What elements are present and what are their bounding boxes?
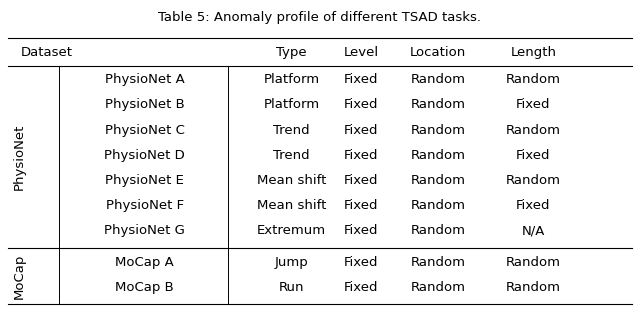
Text: PhysioNet A: PhysioNet A <box>105 73 184 86</box>
Text: Mean shift: Mean shift <box>257 174 326 187</box>
Text: Random: Random <box>506 73 561 86</box>
Text: Fixed: Fixed <box>344 174 379 187</box>
Text: Type: Type <box>276 46 307 59</box>
Text: Random: Random <box>410 99 465 111</box>
Text: Fixed: Fixed <box>516 149 550 162</box>
Text: Extremum: Extremum <box>257 224 326 237</box>
Text: MoCap: MoCap <box>13 253 26 299</box>
Text: Jump: Jump <box>275 256 308 269</box>
Text: Trend: Trend <box>273 124 310 137</box>
Text: Table 5: Anomaly profile of different TSAD tasks.: Table 5: Anomaly profile of different TS… <box>159 11 481 24</box>
Text: Mean shift: Mean shift <box>257 199 326 212</box>
Text: Random: Random <box>410 149 465 162</box>
Text: Platform: Platform <box>263 73 319 86</box>
Text: PhysioNet B: PhysioNet B <box>105 99 184 111</box>
Text: PhysioNet C: PhysioNet C <box>105 124 185 137</box>
Text: Fixed: Fixed <box>344 99 379 111</box>
Text: Platform: Platform <box>263 99 319 111</box>
Text: Fixed: Fixed <box>344 256 379 269</box>
Text: Length: Length <box>511 46 556 59</box>
Text: Level: Level <box>344 46 379 59</box>
Text: Fixed: Fixed <box>344 224 379 237</box>
Text: Random: Random <box>506 124 561 137</box>
Text: Random: Random <box>410 73 465 86</box>
Text: Fixed: Fixed <box>344 73 379 86</box>
Text: PhysioNet F: PhysioNet F <box>106 199 184 212</box>
Text: Fixed: Fixed <box>344 124 379 137</box>
Text: Fixed: Fixed <box>344 199 379 212</box>
Text: Random: Random <box>506 256 561 269</box>
Text: Random: Random <box>506 281 561 294</box>
Text: MoCap A: MoCap A <box>115 256 174 269</box>
Text: Random: Random <box>410 256 465 269</box>
Text: Random: Random <box>410 199 465 212</box>
Text: Random: Random <box>410 281 465 294</box>
Text: Location: Location <box>410 46 466 59</box>
Text: Random: Random <box>506 174 561 187</box>
Text: Random: Random <box>410 124 465 137</box>
Text: Fixed: Fixed <box>516 199 550 212</box>
Text: PhysioNet: PhysioNet <box>13 124 26 190</box>
Text: PhysioNet G: PhysioNet G <box>104 224 185 237</box>
Text: Fixed: Fixed <box>516 99 550 111</box>
Text: PhysioNet E: PhysioNet E <box>106 174 184 187</box>
Text: Fixed: Fixed <box>344 281 379 294</box>
Text: Fixed: Fixed <box>344 149 379 162</box>
Text: N/A: N/A <box>522 224 545 237</box>
Text: Dataset: Dataset <box>20 46 72 59</box>
Text: Random: Random <box>410 174 465 187</box>
Text: MoCap B: MoCap B <box>115 281 174 294</box>
Text: PhysioNet D: PhysioNet D <box>104 149 185 162</box>
Text: Trend: Trend <box>273 149 310 162</box>
Text: Random: Random <box>410 224 465 237</box>
Text: Run: Run <box>278 281 304 294</box>
